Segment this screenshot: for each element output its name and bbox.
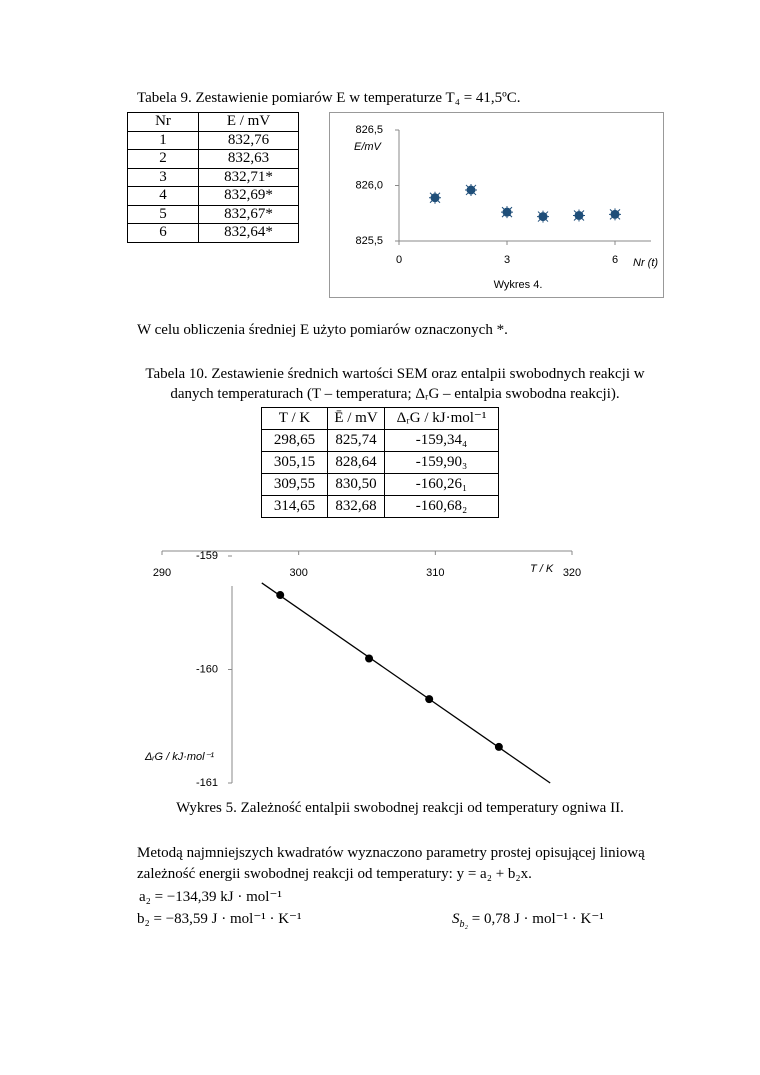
equation: a₂ = −134,39 kJ · mol⁻¹	[139, 889, 282, 905]
x-tick-label: 320	[563, 567, 581, 579]
x-tick-label: 310	[426, 567, 444, 579]
table-cell: 309,55	[261, 473, 328, 496]
table-cell: -159,34₄	[384, 429, 499, 452]
figure-caption: Wykres 5. Zależność entalpii swobodnej r…	[176, 800, 624, 816]
header-cell: Ē / mV	[327, 407, 385, 430]
x-tick-label: 0	[396, 254, 402, 266]
equation: b₂ = −83,59 J · mol⁻¹ · K⁻¹	[137, 911, 302, 927]
table-cell: 832,69*	[198, 186, 299, 206]
table-row: 4 832,69*	[127, 186, 299, 206]
data-point	[276, 591, 285, 600]
data-point	[429, 191, 441, 204]
table-row: 6 832,64*	[127, 223, 299, 243]
data-point	[465, 183, 477, 196]
table-cell: 314,65	[261, 495, 328, 518]
table-cell: 830,50	[327, 473, 385, 496]
chart-frame: 0 3 6 825,5 826,0 826,5 Wykres 4. Nr (t) E/mV	[329, 112, 664, 298]
x-axis-label: T / K	[530, 563, 554, 575]
table-cell: 2	[127, 149, 199, 169]
table-cell: -159,90₃	[384, 451, 499, 474]
chart-title: Wykres 4.	[494, 279, 543, 291]
table-row: 5 832,67*	[127, 204, 299, 224]
table-cell: 3	[127, 167, 199, 187]
trendline	[261, 582, 551, 784]
data-point	[573, 209, 585, 222]
paragraph: zależność energii swobodnej reakcji od t…	[137, 866, 532, 882]
chart: 0 3 6 825,5 826,0 826,5 Wykres 4. Nr (t) E/mV	[354, 124, 658, 291]
paragraph: Metodą najmniejszych kwadratów wyznaczon…	[137, 845, 645, 861]
table-cell: 828,64	[327, 451, 385, 474]
y-tick-label: 826,0	[355, 179, 383, 191]
equation: Sb₂ = 0,78 J · mol⁻¹ · K⁻¹	[452, 909, 604, 930]
table-row: 3 832,71*	[127, 167, 299, 187]
data-point	[494, 742, 503, 751]
table-cell: 832,67*	[198, 204, 299, 224]
equation-text: = 0,78 J · mol⁻¹ · K⁻¹	[467, 911, 604, 927]
header-cell: Nr	[127, 112, 199, 132]
table: Nr E / mV 1 832,76 2 832,63 3 832,71* 4 832,69* 5…	[127, 112, 299, 243]
table-caption: danych temperaturach (T – temperatura; Δ…	[170, 386, 620, 402]
table-row: 309,55 830,50 -160,26₁	[261, 473, 499, 496]
table-caption: Tabela 9. Zestawienie pomiarów E w tempe…	[137, 90, 521, 106]
subscript: b₂	[459, 919, 468, 930]
header-cell: T / K	[261, 407, 328, 430]
table-caption: Tabela 10. Zestawienie średnich wartości…	[145, 366, 645, 382]
table-cell: 825,74	[327, 429, 385, 452]
chart: 290 300 310 320 -161 -160 -159 T / K ΔᵣG / kJ·mo…	[144, 550, 581, 789]
table-cell: 6	[127, 223, 199, 243]
y-tick-label: -159	[196, 550, 218, 562]
table-cell: 4	[127, 186, 199, 206]
table-row: 2 832,63	[127, 149, 299, 169]
y-axis-label: ΔᵣG / kJ·mol⁻¹	[144, 751, 214, 763]
x-tick-label: 3	[504, 254, 510, 266]
y-tick-label: -161	[196, 777, 218, 789]
data-point	[365, 654, 374, 663]
table-cell: 832,68	[327, 495, 385, 518]
x-tick-label: 300	[289, 567, 307, 579]
table-cell: -160,68₂	[384, 495, 499, 518]
data-point	[537, 210, 549, 223]
table-row: 1 832,76	[127, 130, 299, 150]
table-cell: 298,65	[261, 429, 328, 452]
table-cell: 832,64*	[198, 223, 299, 243]
y-tick-label: 826,5	[355, 124, 383, 136]
symbol: S	[452, 911, 460, 927]
x-tick-label: 290	[153, 567, 171, 579]
paragraph: W celu obliczenia średniej E użyto pomia…	[137, 322, 508, 338]
y-tick-label: -160	[196, 663, 218, 675]
table-cell: 832,63	[198, 149, 299, 169]
table-cell: 1	[127, 130, 199, 150]
table-cell: 832,71*	[198, 167, 299, 187]
table-cell: 832,76	[198, 130, 299, 150]
table-cell: 5	[127, 204, 199, 224]
data-point	[425, 695, 434, 704]
table-row: 305,15 828,64 -159,90₃	[261, 451, 499, 474]
header-cell: ΔᵣG / kJ·mol⁻¹	[384, 407, 499, 430]
table-cell: 305,15	[261, 451, 328, 474]
table-cell: -160,26₁	[384, 473, 499, 496]
data-point	[501, 206, 513, 219]
table-row: 314,65 832,68 -160,68₂	[261, 495, 499, 518]
y-axis-label: E/mV	[354, 141, 383, 153]
data-point	[609, 208, 621, 221]
y-tick-label: 825,5	[355, 235, 383, 247]
x-tick-label: 6	[612, 254, 618, 266]
header-cell: E / mV	[198, 112, 299, 132]
table-row: 298,65 825,74 -159,34₄	[261, 429, 499, 452]
x-axis-label: Nr (t)	[633, 257, 658, 269]
